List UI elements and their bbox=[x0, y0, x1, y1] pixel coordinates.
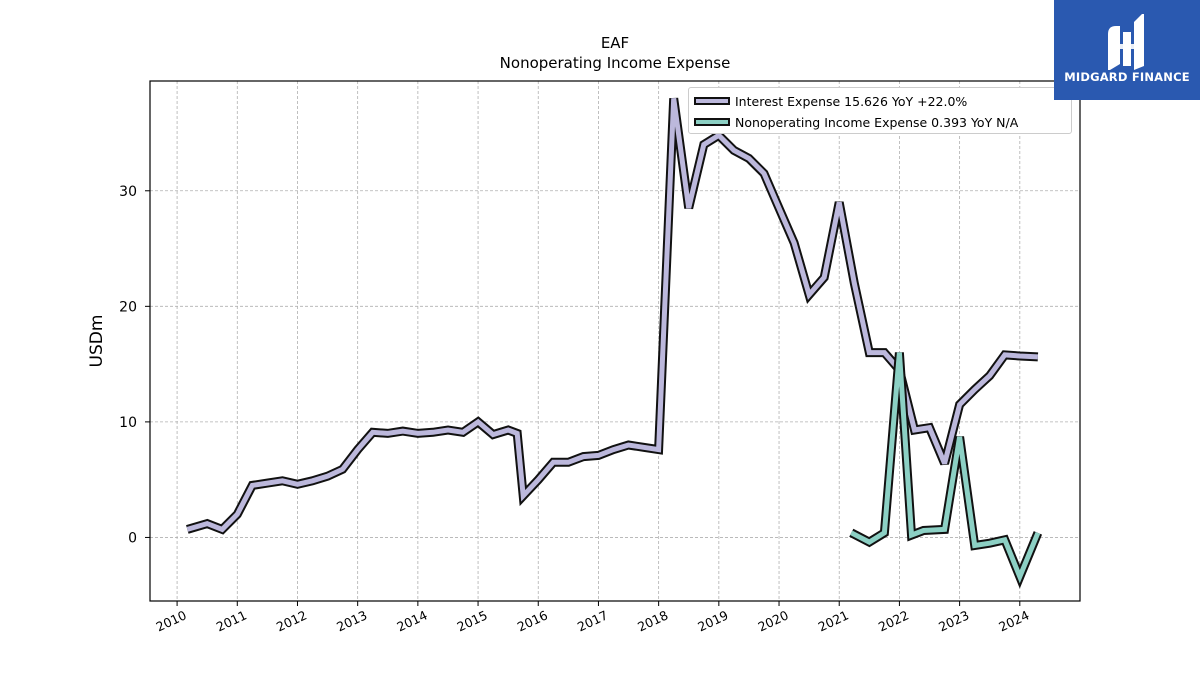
x-tick-label: 2015 bbox=[455, 607, 490, 634]
chart-subtitle: Nonoperating Income Expense bbox=[500, 54, 731, 72]
y-tick-label: 0 bbox=[128, 530, 137, 546]
logo-mark-icon bbox=[1108, 14, 1144, 70]
series-line-interest-expense bbox=[186, 97, 1039, 533]
x-tick-label: 2016 bbox=[515, 607, 550, 634]
chart-title: EAF bbox=[601, 34, 629, 52]
x-tick-label: 2018 bbox=[635, 607, 670, 634]
brand-logo: MIDGARD FINANCE bbox=[1054, 0, 1200, 100]
x-tick-label: 2019 bbox=[695, 607, 730, 634]
grid bbox=[150, 81, 1080, 601]
y-tick-label: 30 bbox=[119, 184, 137, 200]
legend-swatch-interest-expense bbox=[694, 97, 730, 105]
series-line-nonoperating-income-expense bbox=[850, 352, 1041, 584]
x-tick-label: 2024 bbox=[996, 607, 1031, 634]
legend-label-interest-expense: Interest Expense 15.626 YoY +22.0% bbox=[735, 93, 968, 109]
legend-label-nonoperating-income-expense: Nonoperating Income Expense 0.393 YoY N/… bbox=[735, 114, 1019, 130]
x-tick-label: 2022 bbox=[876, 607, 911, 634]
x-tick-label: 2021 bbox=[816, 607, 851, 634]
series-layer bbox=[186, 97, 1043, 589]
y-tick-label: 10 bbox=[119, 415, 137, 431]
x-tick-label: 2017 bbox=[575, 607, 610, 634]
plot-frame bbox=[149, 80, 1081, 602]
x-tick-label: 2011 bbox=[214, 607, 249, 634]
x-tick-label: 2012 bbox=[274, 607, 309, 634]
y-axis-label: USDm bbox=[87, 315, 107, 368]
x-tick-label: 2010 bbox=[154, 607, 189, 634]
x-tick-label: 2020 bbox=[756, 607, 791, 634]
legend: Interest Expense 15.626 YoY +22.0% Nonop… bbox=[688, 87, 1072, 134]
legend-swatch-nonoperating-income-expense bbox=[694, 118, 730, 126]
x-tick-label: 2013 bbox=[334, 607, 369, 634]
x-tick-label: 2023 bbox=[936, 607, 971, 634]
logo-text: MIDGARD FINANCE bbox=[1064, 70, 1190, 84]
x-tick-label: 2014 bbox=[394, 607, 429, 634]
y-tick-label: 20 bbox=[119, 299, 137, 315]
